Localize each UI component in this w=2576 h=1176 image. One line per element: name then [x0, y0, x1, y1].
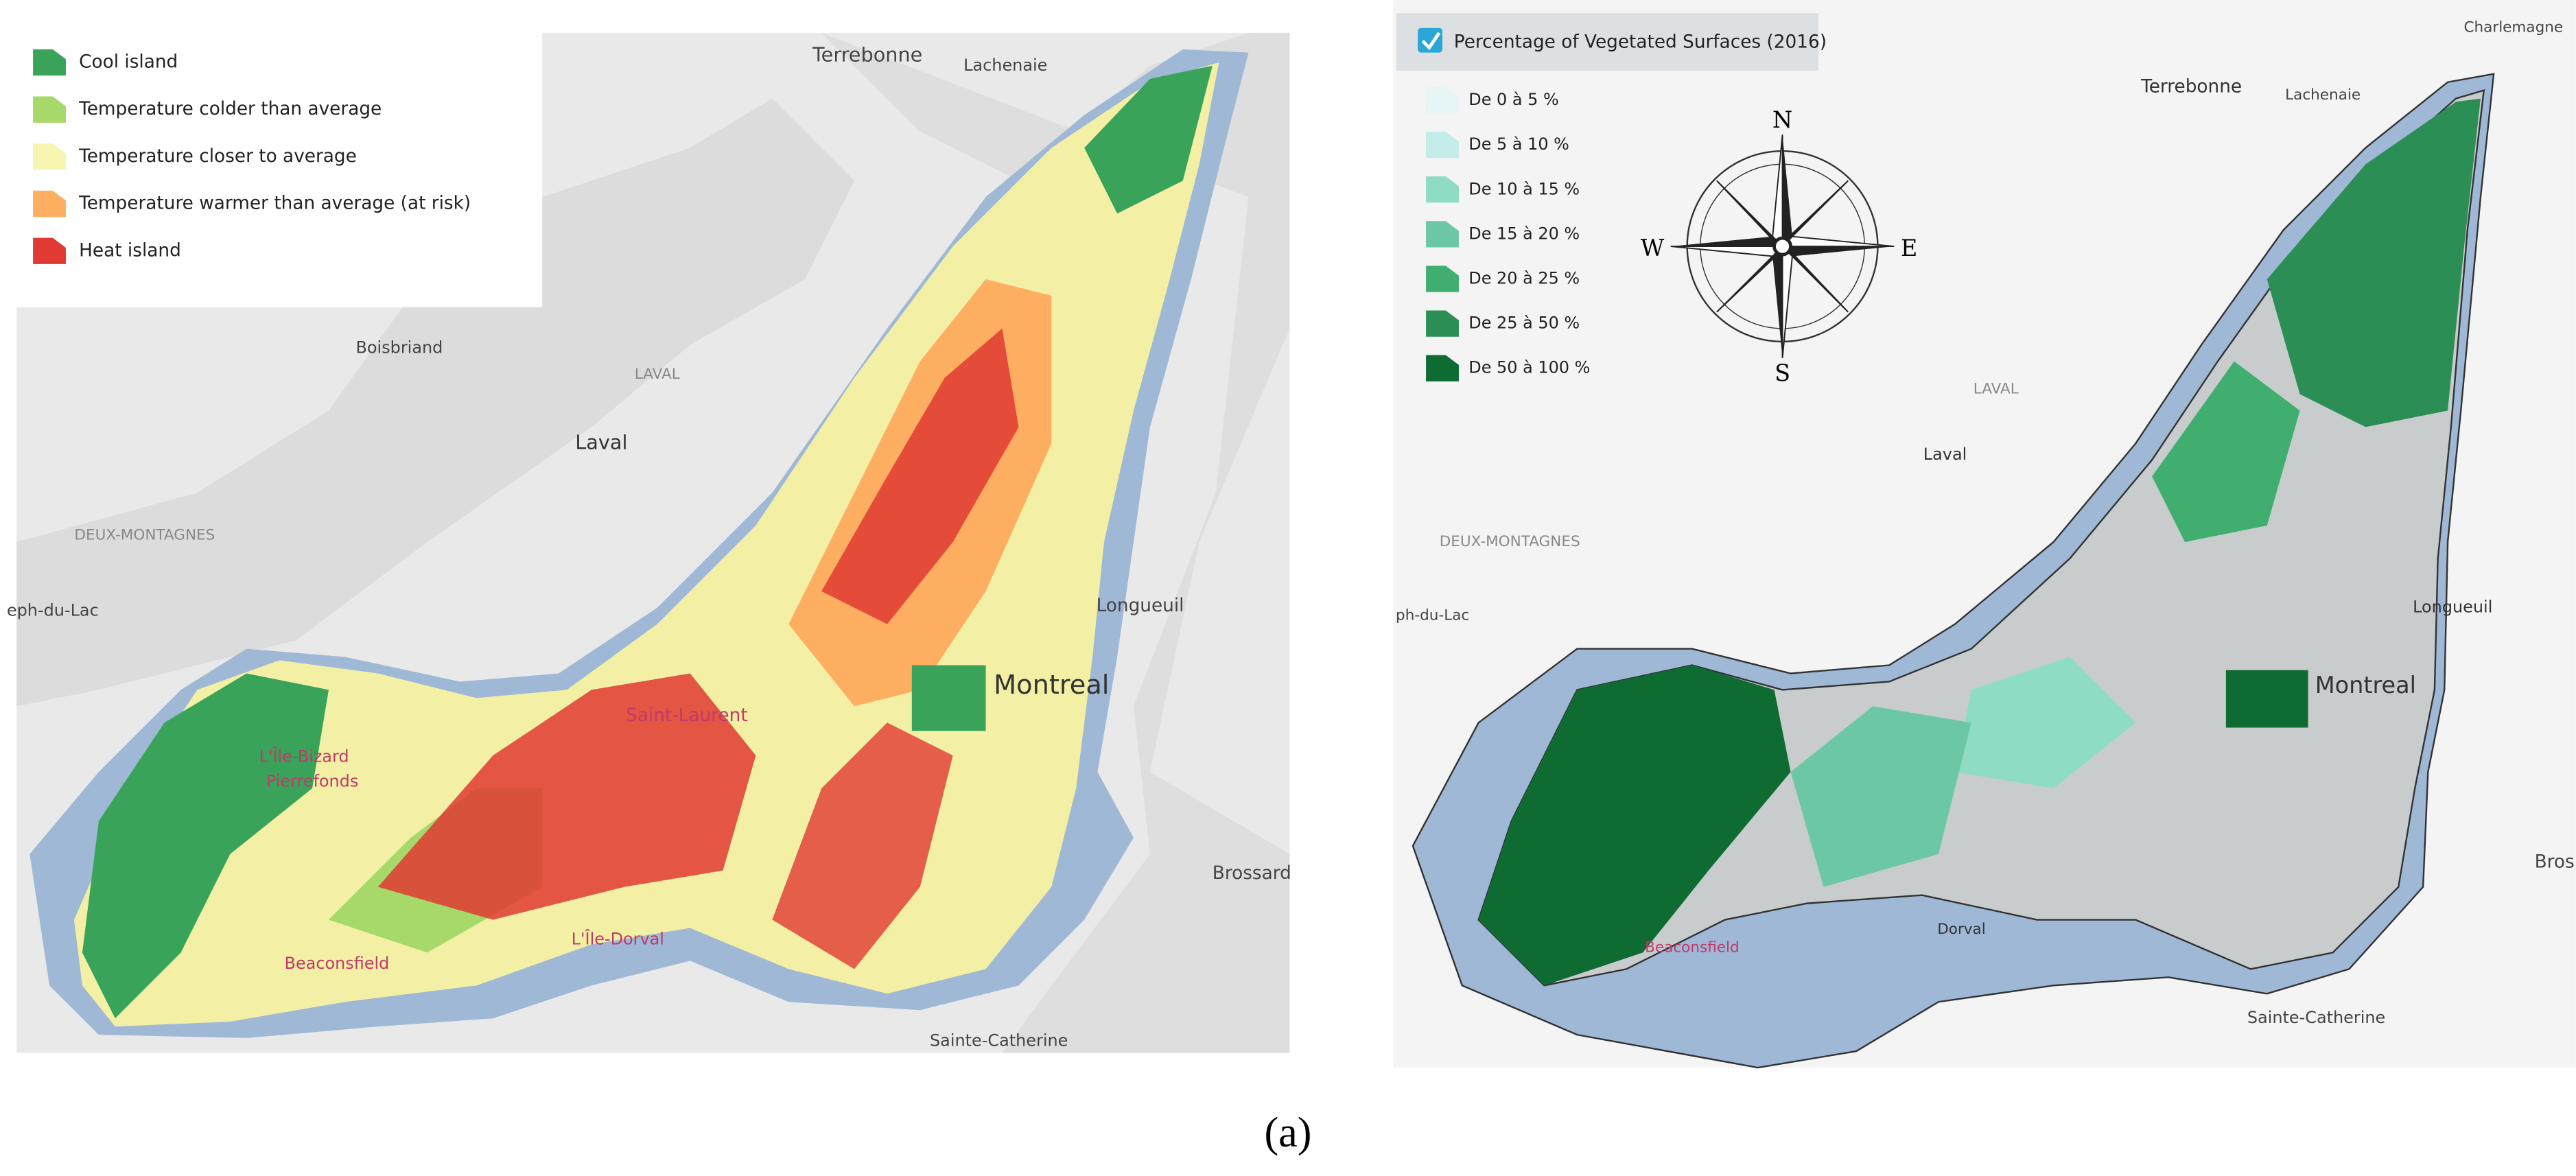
place-label: Terrebonne [2140, 76, 2242, 97]
cool-area [911, 665, 986, 731]
heat-area [821, 328, 1019, 624]
right-map: Percentage of Vegetated Surfaces (2016) … [1393, 0, 2576, 1069]
place-label: Saint-Laurent [626, 705, 748, 726]
legend: De 0 à 5 % De 5 à 10 % De 10 à 15 % De 15 à… [1426, 86, 1590, 381]
legend-label: Cool island [79, 51, 178, 72]
place-label: Beaconsfield [285, 954, 390, 973]
place-label: DEUX-MONTAGNES [1440, 533, 1580, 550]
legend-label: Temperature warmer than average (at risk… [78, 193, 471, 214]
legend-swatch [33, 237, 66, 264]
place-label: Sainte-Catherine [930, 1031, 1068, 1050]
compass-letter: W [1641, 235, 1665, 261]
legend-swatch [1426, 355, 1459, 381]
place-label: Longueuil [1097, 596, 1184, 616]
place-label: Montreal [2315, 672, 2416, 698]
legend-swatch [33, 96, 66, 123]
place-label: Dorval [1937, 921, 1986, 938]
place-label: Lachenaie [2285, 86, 2361, 104]
veg-area [1478, 665, 1791, 986]
compass: N E S W [1641, 106, 1918, 386]
compass-letter: N [1772, 106, 1792, 133]
place-label: L'Île-Dorval [572, 928, 664, 948]
place-label: Pierrefonds [266, 771, 359, 790]
place-label: Bros [2535, 851, 2575, 872]
left-map: Cool island Temperature colder than avera… [16, 32, 1290, 1053]
legend-label: De 25 à 50 % [1468, 314, 1580, 333]
legend: Cool island Temperature colder than avera… [33, 49, 471, 264]
legend-swatch [1426, 221, 1459, 248]
legend-label: De 0 à 5 % [1468, 90, 1558, 109]
layer-title: Percentage of Vegetated Surfaces (2016) [1454, 32, 1827, 53]
place-label: Laval [1923, 445, 1967, 464]
compass-letter: E [1901, 235, 1917, 261]
legend-box [16, 32, 543, 307]
place-label: Longueuil [2413, 598, 2492, 617]
legend-swatch [1426, 131, 1459, 158]
place-label: Terrebonne [812, 43, 922, 66]
veg-area [2225, 670, 2308, 728]
place-label: Lachenaie [963, 56, 1047, 75]
legend-swatch [1426, 266, 1459, 292]
legend-label: De 5 à 10 % [1468, 134, 1569, 154]
layer-bar [1396, 13, 1819, 71]
place-label: L'Île-Bizard [259, 746, 349, 766]
place-label: Laval [575, 430, 627, 454]
cool-area [1084, 65, 1213, 214]
place-label: Brossard [1213, 863, 1291, 884]
heat-area [772, 722, 953, 969]
legend-swatch [33, 143, 66, 170]
veg-area [2267, 98, 2481, 427]
compass-letter: S [1775, 360, 1790, 386]
legend-swatch [1426, 176, 1459, 203]
veg-area [1954, 657, 2136, 789]
layer-checkbox[interactable] [1418, 27, 1443, 53]
legend-label: Temperature closer to average [78, 146, 357, 167]
cool-area [82, 673, 329, 1019]
place-label: Montreal [994, 670, 1109, 701]
compass-center [1772, 236, 1792, 257]
check-mark [1421, 32, 1441, 51]
legend-label: De 50 à 100 % [1468, 358, 1590, 377]
place-label: ph-du-Lac [1396, 607, 1469, 624]
place-label: eph-du-Lac [7, 601, 99, 620]
veg-area [1790, 706, 1971, 887]
caption: (a) [1264, 1109, 1311, 1156]
legend-label: Temperature colder than average [78, 99, 382, 119]
legend-swatch [1426, 86, 1459, 114]
legend-swatch [33, 190, 66, 217]
place-label: Beaconsfield [1645, 939, 1740, 956]
land-shading [16, 98, 855, 707]
legend-label: Heat island [79, 240, 181, 261]
legend-label: De 10 à 15 % [1468, 179, 1580, 198]
legend-label: De 20 à 25 % [1468, 268, 1580, 287]
place-label: LAVAL [635, 366, 680, 383]
heat-area [377, 673, 756, 920]
place-label: Sainte-Catherine [2247, 1008, 2385, 1027]
place-label: LAVAL [1974, 380, 2019, 397]
place-label: DEUX-MONTAGNES [74, 526, 215, 543]
land-shading [821, 32, 1290, 1053]
veg-area [2152, 361, 2300, 542]
place-label: Boisbriand [356, 338, 443, 357]
legend-label: De 15 à 20 % [1468, 224, 1580, 243]
legend-swatch [33, 49, 66, 76]
legend-swatch [1426, 310, 1459, 337]
place-label: Charlemagne [2463, 19, 2563, 36]
